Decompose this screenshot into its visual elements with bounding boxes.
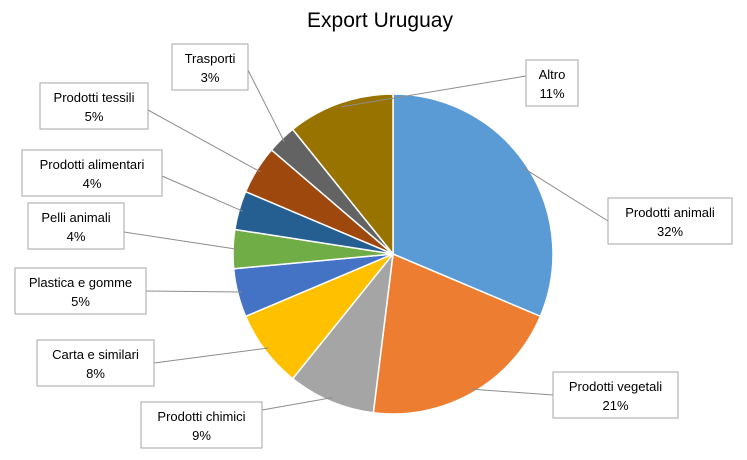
data-label-box	[21, 149, 163, 197]
chart-title: Export Uruguay	[307, 9, 453, 32]
data-label-box	[27, 202, 125, 250]
leader-line-prodotti-vegetali	[470, 388, 554, 396]
data-label-box	[525, 59, 579, 107]
data-label-box	[14, 267, 147, 315]
data-label-box	[39, 82, 149, 130]
data-label-altro: Altro 11%	[525, 59, 579, 107]
data-label-category: Trasporti	[185, 51, 236, 66]
data-label-category: Prodotti tessili	[54, 90, 135, 105]
leader-line-carta-e-similari	[153, 347, 269, 364]
data-label-percentage: 32%	[657, 224, 683, 239]
data-label-percentage: 11%	[539, 86, 564, 101]
leader-line-altro	[341, 75, 527, 108]
pie-slice-prodotti-vegetali	[372, 252, 542, 415]
data-label-percentage: 4%	[83, 176, 102, 191]
data-label-box	[607, 197, 733, 245]
data-label-category: Prodotti alimentari	[40, 157, 145, 172]
leader-lines	[123, 69, 609, 411]
data-label-prodotti-alimentari: Prodotti alimentari 4%	[21, 149, 163, 197]
pie-slice-altro	[291, 93, 394, 257]
data-label-percentage: 5%	[85, 109, 104, 124]
data-label-box	[171, 43, 249, 91]
data-label-percentage: 5%	[71, 294, 90, 309]
data-label-category: Altro	[539, 67, 566, 82]
data-label-box	[552, 371, 679, 419]
data-label-category: Prodotti animali	[625, 205, 715, 220]
data-label-percentage: 3%	[201, 70, 220, 85]
leader-line-prodotti-alimentari	[161, 175, 244, 212]
pie-slices	[232, 93, 554, 415]
data-label-carta-e-similari: Carta e similari 8%	[36, 339, 155, 387]
data-label-pelli-animali: Pelli animali 4%	[27, 202, 125, 250]
pie-slice-prodotti-animali	[392, 93, 554, 318]
data-label-percentage: 9%	[192, 428, 211, 443]
leader-line-prodotti-chimici	[261, 397, 333, 411]
leader-line-plastica-e-gomme	[145, 290, 242, 293]
data-label-prodotti-tessili: Prodotti tessili 5%	[39, 82, 149, 130]
data-label-category: Carta e similari	[52, 347, 139, 362]
leader-line-prodotti-tessili	[147, 109, 261, 173]
data-label-plastica-e-gomme: Plastica e gomme 5%	[14, 267, 147, 315]
data-label-category: Plastica e gomme	[29, 275, 132, 290]
pie-slice-prodotti-chimici	[291, 251, 395, 414]
data-label-percentage: 8%	[86, 366, 105, 381]
data-label-prodotti-vegetali: Prodotti vegetali 21%	[552, 371, 679, 419]
data-label-prodotti-chimici: Prodotti chimici 9%	[140, 401, 263, 449]
leader-line-pelli-animali	[123, 231, 238, 250]
data-label-trasporti: Trasporti 3%	[171, 43, 249, 91]
data-label-box	[36, 339, 155, 387]
leader-line-trasporti	[247, 69, 285, 143]
leader-line-prodotti-animali	[522, 167, 609, 222]
data-label-category: Prodotti chimici	[157, 409, 245, 424]
data-label-prodotti-animali: Prodotti animali 32%	[607, 197, 733, 245]
data-label-percentage: 21%	[602, 398, 628, 413]
data-label-category: Prodotti vegetali	[569, 379, 662, 394]
data-label-category: Pelli animali	[41, 210, 110, 225]
data-label-box	[140, 401, 263, 449]
data-label-percentage: 4%	[67, 229, 86, 244]
